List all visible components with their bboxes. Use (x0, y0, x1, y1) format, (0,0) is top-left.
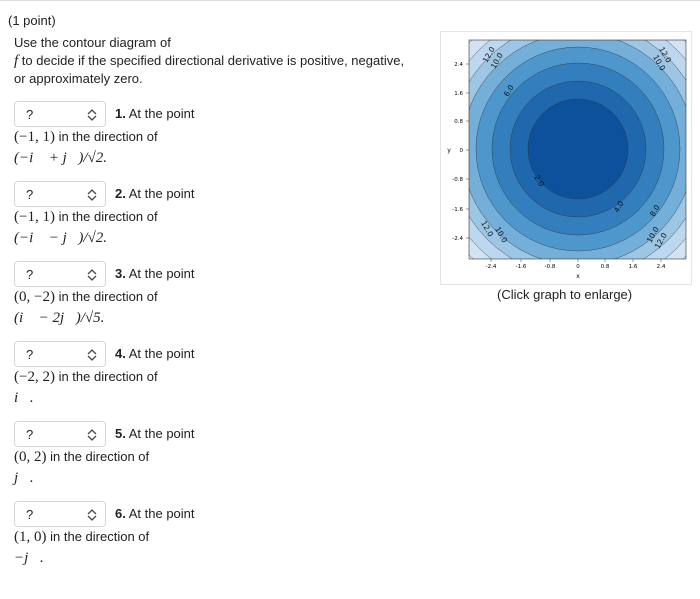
dropdown-icon (87, 189, 97, 201)
question-number: 5. (115, 426, 126, 441)
point-text: in the direction of (58, 369, 158, 384)
question-text: At the point (128, 266, 195, 281)
point: (−1, 1) (14, 129, 55, 145)
contour-plot: 2.4 1.6 0.8 0 -0.8 -1.6 -2.4 -2.4 -1.6 -0.8 0 0.8 1.… (447, 39, 687, 280)
dropdown-value: ? (26, 427, 34, 442)
dropdown-icon (87, 349, 97, 361)
instruction-text: to decide if the specified directional d… (21, 53, 405, 68)
point-text: in the direction of (58, 289, 158, 304)
dropdown-value: ? (26, 507, 34, 522)
graph-caption[interactable]: (Click graph to enlarge) (497, 287, 633, 302)
dropdown[interactable]: ? (14, 101, 106, 127)
x-tick-label: -0.8 (545, 264, 556, 270)
dropdown-icon (87, 509, 97, 521)
question-text: At the point (128, 106, 195, 121)
direction: (−i⃗ + j⃗)/√2. (14, 150, 108, 166)
question-label: 1. At the point (115, 106, 195, 122)
question-label: 2. At the point (115, 186, 195, 202)
chevron (87, 349, 97, 361)
x-axis-label: x (576, 273, 580, 280)
question-number: 6. (115, 506, 126, 521)
function-name: f (14, 53, 19, 69)
y-tick-label: -1.6 (452, 207, 463, 213)
point: (−2, 2) (14, 369, 55, 385)
chevron (87, 269, 97, 281)
point-line: (0, 2) in the direction of (14, 449, 149, 465)
question-label: 4. At the point (115, 346, 195, 362)
x-tick-label: -2.4 (486, 264, 497, 270)
dropdown-value: ? (26, 107, 34, 122)
chevron (87, 109, 97, 121)
direction: i⃗. (14, 390, 34, 406)
y-axis-label: y (447, 147, 451, 154)
point-line: (−2, 2) in the direction of (14, 369, 158, 385)
dropdown-value: ? (26, 347, 34, 362)
point-line: (−1, 1) in the direction of (14, 209, 158, 225)
point: (−1, 1) (14, 209, 55, 225)
x-tick-label: 0.8 (601, 264, 610, 270)
direction: (−i⃗ − j⃗)/√2. (14, 230, 108, 246)
dropdown-value: ? (26, 267, 34, 282)
question-number: 4. (115, 346, 126, 361)
dropdown-icon (87, 269, 97, 281)
question-number: 3. (115, 266, 126, 281)
question-text: At the point (128, 426, 195, 441)
contour-graph[interactable]: 2.4 1.6 0.8 0 -0.8 -1.6 -2.4 -2.4 -1.6 -0.8 0 0.8 1.… (440, 31, 692, 285)
point-text: in the direction of (58, 129, 158, 144)
direction: (i⃗ − 2j⃗)/√5. (14, 310, 105, 326)
question-text: At the point (128, 346, 195, 361)
question-number: 1. (115, 106, 126, 121)
question-number: 2. (115, 186, 126, 201)
dropdown[interactable]: ? (14, 261, 106, 287)
point-text: in the direction of (58, 209, 158, 224)
dropdown-icon (87, 429, 97, 441)
x-tick-label: 2.4 (657, 264, 666, 270)
instruction: Use the contour diagram of (14, 35, 171, 50)
chevron (87, 429, 97, 441)
x-tick-label: 1.6 (629, 264, 638, 270)
dropdown[interactable]: ? (14, 341, 106, 367)
instruction: f to decide if the specified directional… (14, 53, 404, 69)
y-tick-label: 2.4 (454, 62, 463, 68)
points: (1 point) (8, 13, 56, 28)
point-line: (1, 0) in the direction of (14, 529, 149, 545)
direction: j⃗. (14, 470, 34, 486)
dropdown[interactable]: ? (14, 181, 106, 207)
chevron (87, 189, 97, 201)
point-text: in the direction of (50, 529, 150, 544)
point: (0, 2) (14, 449, 47, 465)
x-tick-label: 0 (576, 264, 580, 270)
point-text: in the direction of (50, 449, 150, 464)
y-tick-label: -2.4 (452, 236, 463, 242)
y-tick-label: 1.6 (454, 91, 463, 97)
y-tick-label: 0.8 (454, 119, 463, 125)
direction: −j⃗. (14, 550, 44, 566)
dropdown[interactable]: ? (14, 501, 106, 527)
point: (1, 0) (14, 529, 47, 545)
question-label: 6. At the point (115, 506, 195, 522)
question-text: At the point (128, 506, 195, 521)
question-label: 3. At the point (115, 266, 195, 282)
chevron (87, 509, 97, 521)
point-line: (−1, 1) in the direction of (14, 129, 158, 145)
point: (0, −2) (14, 289, 55, 305)
question-label: 5. At the point (115, 426, 195, 442)
y-tick-label: 0 (460, 148, 464, 154)
dropdown[interactable]: ? (14, 421, 106, 447)
instruction: or approximately zero. (14, 71, 143, 86)
x-tick-label: -1.6 (516, 264, 527, 270)
point-line: (0, −2) in the direction of (14, 289, 158, 305)
dropdown-value: ? (26, 187, 34, 202)
question-text: At the point (128, 186, 195, 201)
contours (469, 40, 686, 259)
y-tick-label: -0.8 (452, 177, 463, 183)
dropdown-icon (87, 109, 97, 121)
